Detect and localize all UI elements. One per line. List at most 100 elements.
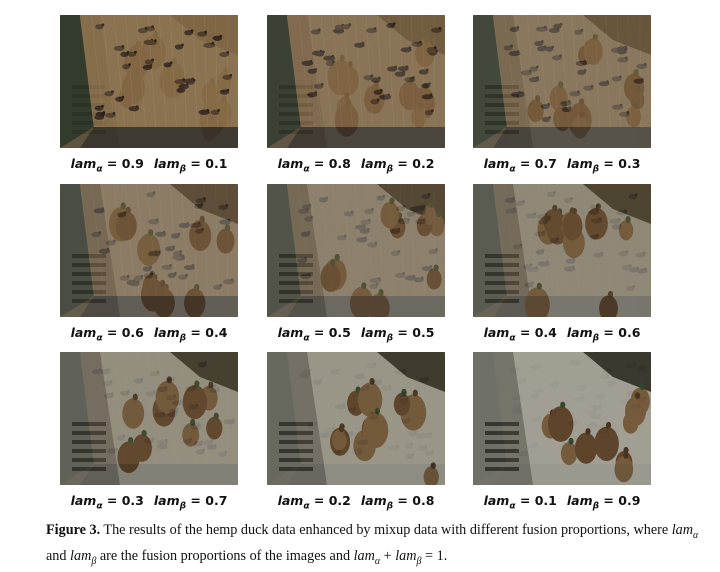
lam-symbol: lam <box>566 156 593 171</box>
beta-symbol: β <box>386 333 394 344</box>
duck-photo <box>473 15 651 148</box>
beta-symbol: β <box>179 164 187 175</box>
caption-sum-beta: lamβ <box>395 547 422 567</box>
lam-symbol: lam <box>70 156 97 171</box>
duck-photo <box>473 184 651 317</box>
duck-photo-image <box>473 15 651 148</box>
lam-symbol: lam <box>70 325 97 340</box>
figure-panel: lamα = 0.7 lamβ = 0.3 <box>473 15 651 175</box>
lam-symbol: lam <box>360 325 387 340</box>
duck-photo-image <box>267 184 445 317</box>
fusion-proportion-label: lamα = 0.2 lamβ = 0.8 <box>267 493 445 512</box>
lam-beta-value: 0.7 <box>205 493 228 508</box>
alpha-symbol: α <box>509 501 516 512</box>
lam-alpha-value: 0.4 <box>534 325 557 340</box>
figure-panel: lamα = 0.3 lamβ = 0.7 <box>60 352 238 512</box>
figure-panel: lamα = 0.1 lamβ = 0.9 <box>473 352 651 512</box>
duck-photo-image <box>473 352 651 485</box>
lam-symbol: lam <box>153 325 180 340</box>
fusion-proportion-label: lamα = 0.6 lamβ = 0.4 <box>60 325 238 344</box>
lam-alpha-value: 0.5 <box>328 325 351 340</box>
duck-photo <box>267 184 445 317</box>
beta-symbol: β <box>592 501 600 512</box>
duck-photo-image <box>60 15 238 148</box>
figure-panel: lamα = 0.2 lamβ = 0.8 <box>267 352 445 512</box>
duck-photo <box>60 184 238 317</box>
lam-beta-value: 0.4 <box>205 325 228 340</box>
lam-symbol: lam <box>566 493 593 508</box>
figure-panel: lamα = 0.5 lamβ = 0.5 <box>267 184 445 344</box>
equals-sign: = <box>106 156 118 171</box>
lam-symbol: lam <box>483 156 510 171</box>
duck-photo <box>60 352 238 485</box>
fusion-proportion-label: lamα = 0.1 lamβ = 0.9 <box>473 493 651 512</box>
equals-sign: = <box>313 156 325 171</box>
lam-beta-value: 0.8 <box>412 493 435 508</box>
duck-photo <box>267 352 445 485</box>
lam-symbol: lam <box>153 493 180 508</box>
fusion-proportion-label: lamα = 0.3 lamβ = 0.7 <box>60 493 238 512</box>
fusion-proportion-label: lamα = 0.7 lamβ = 0.3 <box>473 156 651 175</box>
lam-alpha-value: 0.2 <box>328 493 351 508</box>
duck-photo-image <box>267 352 445 485</box>
duck-photo <box>473 352 651 485</box>
equals-sign: = <box>313 325 325 340</box>
fusion-proportion-label: lamα = 0.4 lamβ = 0.6 <box>473 325 651 344</box>
equals-sign: = <box>313 493 325 508</box>
lam-beta-value: 0.9 <box>618 493 641 508</box>
beta-symbol: β <box>386 164 394 175</box>
duck-photo-image <box>60 352 238 485</box>
caption-text-1: The results of the hemp duck data enhanc… <box>103 522 669 538</box>
lam-symbol: lam <box>483 493 510 508</box>
alpha-symbol: α <box>96 501 103 512</box>
caption-text-4: = 1. <box>425 547 448 564</box>
equals-sign: = <box>519 493 531 508</box>
equals-sign: = <box>519 325 531 340</box>
fusion-proportion-label: lamα = 0.9 lamβ = 0.1 <box>60 156 238 175</box>
caption-sum-alpha: lamα <box>353 547 381 567</box>
lam-alpha-value: 0.1 <box>534 493 557 508</box>
beta-symbol: β <box>179 501 187 512</box>
alpha-symbol: α <box>509 333 516 344</box>
caption-lam-beta: lamβ <box>70 547 97 567</box>
equals-sign: = <box>603 325 614 340</box>
beta-symbol: β <box>386 501 394 512</box>
duck-photo-image <box>60 184 238 317</box>
duck-photo-image <box>473 184 651 317</box>
lam-alpha-value: 0.6 <box>121 325 144 340</box>
lam-alpha-value: 0.8 <box>328 156 351 171</box>
lam-symbol: lam <box>277 493 304 508</box>
equals-sign: = <box>603 156 614 171</box>
figure-panel: lamα = 0.8 lamβ = 0.2 <box>267 15 445 175</box>
lam-symbol: lam <box>360 156 387 171</box>
caption-text-3: are the fusion proportions of the images… <box>99 547 351 564</box>
figure-panel: lamα = 0.4 lamβ = 0.6 <box>473 184 651 344</box>
lam-beta-value: 0.2 <box>412 156 435 171</box>
lam-beta-value: 0.6 <box>618 325 641 340</box>
fusion-proportion-label: lamα = 0.8 lamβ = 0.2 <box>267 156 445 175</box>
equals-sign: = <box>106 493 118 508</box>
caption-text-2: and <box>46 547 67 564</box>
equals-sign: = <box>190 493 201 508</box>
alpha-symbol: α <box>96 333 103 344</box>
alpha-symbol: α <box>96 164 103 175</box>
alpha-symbol: α <box>303 501 310 512</box>
beta-symbol: β <box>592 333 600 344</box>
lam-symbol: lam <box>70 493 97 508</box>
figure-panel: lamα = 0.9 lamβ = 0.1 <box>60 15 238 175</box>
figure-grid: lamα = 0.9 lamβ = 0.1 lamα = 0.8 lamβ = 0.2… <box>60 15 651 512</box>
figure-caption: Figure 3. The results of the hemp duck d… <box>46 522 699 567</box>
caption-lam-alpha: lamα <box>671 522 699 541</box>
equals-sign: = <box>397 493 408 508</box>
equals-sign: = <box>190 325 201 340</box>
lam-symbol: lam <box>566 325 593 340</box>
alpha-symbol: α <box>303 333 310 344</box>
equals-sign: = <box>397 156 408 171</box>
duck-photo <box>267 15 445 148</box>
duck-photo <box>60 15 238 148</box>
equals-sign: = <box>519 156 531 171</box>
lam-symbol: lam <box>277 156 304 171</box>
lam-alpha-value: 0.9 <box>121 156 144 171</box>
alpha-symbol: α <box>303 164 310 175</box>
equals-sign: = <box>106 325 118 340</box>
